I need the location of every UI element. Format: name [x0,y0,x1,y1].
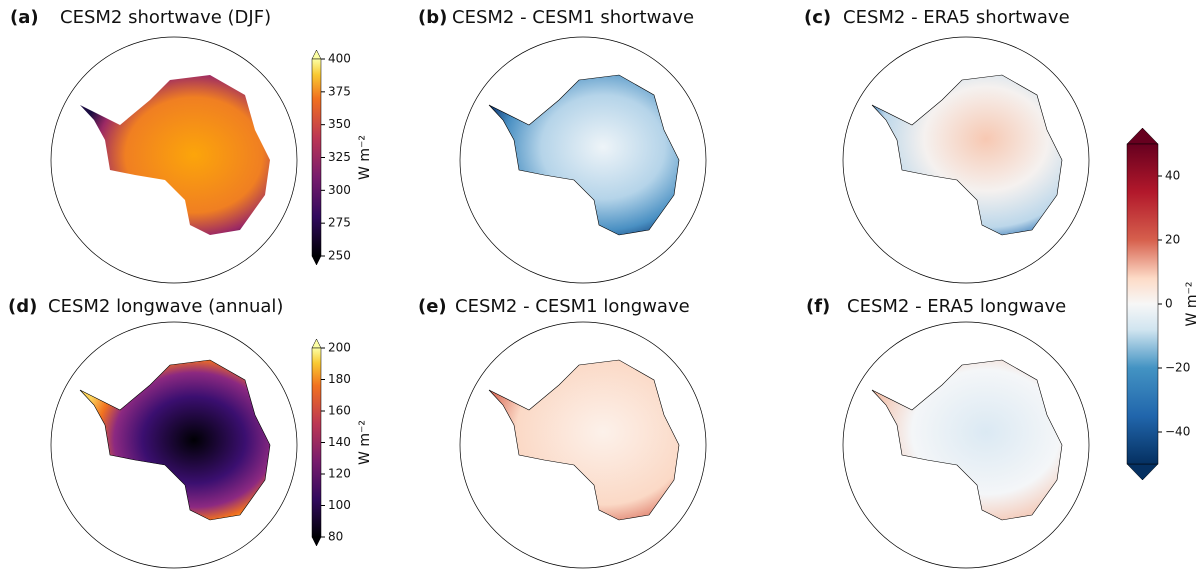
colorbar-tick-label: 300 [328,183,351,197]
panel-title: CESM2 longwave (annual) [48,296,283,317]
map-a [50,36,298,284]
map-e [459,321,707,569]
colorbar-tick-label: 325 [328,150,351,164]
colorbar-tick-label: 250 [328,249,351,263]
map-c [842,36,1090,284]
colorbar-tick-label: 350 [328,117,351,131]
colorbar-label: W m⁻² [357,135,373,180]
colorbar-tick-label: 275 [328,216,351,230]
colorbar-extend-bottom [311,255,322,266]
colorbar-tick-label: 20 [1165,233,1180,247]
map-f [842,321,1090,569]
panel-title: CESM2 - CESM1 shortwave [452,7,694,28]
colorbar-extend-top [1126,127,1159,145]
panel-label: (f) [806,296,830,317]
panel-label: (b) [418,7,447,28]
colorbar-tick-label: 0 [1165,297,1173,311]
colorbar-gradient [311,347,322,538]
colorbar-label: W m⁻² [1184,282,1200,327]
panel-title: CESM2 - ERA5 longwave [847,296,1066,317]
map-b [459,36,707,284]
colorbar-extend-top [311,49,322,60]
colorbar-tick-label: 120 [328,467,351,481]
colorbar-tick-label: 40 [1165,169,1180,183]
colorbar-tick-label: 140 [328,435,351,449]
panel-label: (a) [10,7,39,28]
colorbar-tick-label: 160 [328,404,351,418]
colorbar-extend-top [311,338,322,349]
colorbar-gradient [1126,143,1159,465]
colorbar-tick-label: 400 [328,52,351,66]
colorbar: 80 100 120 140 160 180 200 W m⁻² [311,338,373,547]
panel-title: CESM2 - ERA5 shortwave [843,7,1070,28]
colorbar-tick-label: 180 [328,372,351,386]
panel-label: (e) [418,296,447,317]
colorbar-extend-bottom [311,536,322,547]
colorbar-tick-label: 100 [328,498,351,512]
colorbar: 250 275 300 325 350 375 400 W m⁻² [311,49,373,266]
colorbar-tick-label: 375 [328,84,351,98]
map-d [50,321,298,569]
colorbar-tick-label: 80 [328,530,343,544]
panel-title: CESM2 - CESM1 longwave [455,296,690,317]
panel-label: (c) [804,7,831,28]
colorbar-tick-label: −20 [1165,361,1190,375]
colorbar-label: W m⁻² [357,420,373,465]
panel-title: CESM2 shortwave (DJF) [60,7,271,28]
panel-label: (d) [8,296,37,317]
colorbar-tick-label: −40 [1165,425,1190,439]
colorbar-gradient [311,58,322,257]
colorbar-extend-bottom [1126,463,1159,481]
colorbar-tick-label: 200 [328,341,351,355]
colorbar: −40 −20 0 20 40 W m⁻² [1126,127,1200,481]
